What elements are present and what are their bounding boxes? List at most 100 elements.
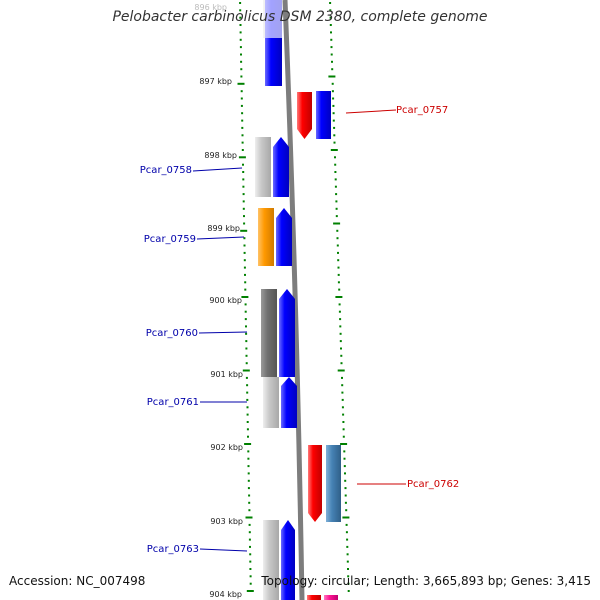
minor-tick <box>339 318 342 321</box>
gene-label-pcar-0759[interactable]: Pcar_0759 <box>144 234 196 245</box>
minor-tick <box>247 450 250 453</box>
minor-tick <box>337 273 340 276</box>
minor-tick <box>245 332 248 335</box>
gene-label-pcar-0760[interactable]: Pcar_0760 <box>146 328 198 339</box>
minor-tick <box>333 126 336 129</box>
minor-tick <box>342 421 345 423</box>
cds-feature-reverse <box>308 445 322 522</box>
cds-feature-forward <box>316 91 331 139</box>
major-tick <box>337 369 345 372</box>
minor-tick <box>342 413 345 416</box>
minor-tick <box>245 354 248 357</box>
kbp-label: 904 kbp <box>209 590 242 599</box>
major-tick <box>244 443 252 445</box>
minor-tick <box>338 303 341 306</box>
minor-tick <box>341 406 344 409</box>
minor-tick <box>241 141 244 144</box>
genome-summary: Topology: circular; Length: 3,665,893 bp… <box>261 574 591 588</box>
minor-tick <box>343 465 346 468</box>
minor-tick <box>244 310 247 313</box>
minor-tick <box>245 340 248 343</box>
kbp-label: 898 kbp <box>204 151 237 160</box>
minor-tick <box>248 501 251 504</box>
minor-tick <box>342 428 345 431</box>
minor-tick <box>344 494 347 497</box>
minor-tick <box>241 112 244 115</box>
minor-tick <box>330 53 333 56</box>
major-tick <box>328 75 336 78</box>
gene-leader-lines <box>192 109 406 552</box>
gene-labels: Pcar_0757 Pcar_0758 Pcar_0759 Pcar_0760 … <box>140 105 459 555</box>
kbp-label: 902 kbp <box>210 443 243 452</box>
cog-feature-dark-gray <box>261 289 277 377</box>
major-tick <box>246 590 254 592</box>
cds-overlay-light <box>265 0 282 38</box>
gene-label-pcar-0761[interactable]: Pcar_0761 <box>147 397 199 408</box>
minor-tick <box>246 413 249 416</box>
gene-label-pcar-0763[interactable]: Pcar_0763 <box>147 544 199 555</box>
kbp-label: 896 kbp <box>194 3 227 12</box>
minor-tick <box>239 38 242 41</box>
minor-tick <box>340 347 342 350</box>
kbp-labels: 896 kbp 897 kbp 898 kbp 899 kbp 900 kbp … <box>194 3 243 599</box>
separator: ; <box>365 574 374 588</box>
gene-label-pcar-0758[interactable]: Pcar_0758 <box>140 165 192 176</box>
gene-label-pcar-0757[interactable]: Pcar_0757 <box>396 105 448 116</box>
minor-tick <box>240 60 243 63</box>
minor-tick <box>331 68 334 71</box>
minor-tick <box>241 149 244 151</box>
major-tick <box>242 369 250 372</box>
cog-feature-pink <box>324 595 338 600</box>
minor-tick <box>347 575 350 578</box>
minor-tick <box>334 163 337 166</box>
minor-tick <box>239 31 242 34</box>
major-tick <box>340 443 348 445</box>
cds-feature-forward <box>273 137 289 197</box>
minor-tick <box>347 568 349 570</box>
minor-tick <box>248 509 251 512</box>
minor-tick <box>332 119 335 122</box>
minor-tick <box>337 281 340 284</box>
minor-tick <box>333 134 336 137</box>
topology-text: Topology: circular <box>261 574 366 588</box>
minor-tick <box>246 398 249 401</box>
kbp-label: 900 kbp <box>209 296 242 305</box>
minor-tick <box>239 46 242 49</box>
minor-tick <box>247 487 250 490</box>
minor-tick <box>243 266 246 269</box>
cds-feature-forward <box>279 289 295 377</box>
minor-tick <box>338 288 341 291</box>
major-tick <box>241 296 249 298</box>
minor-tick <box>239 9 242 12</box>
minor-tick <box>243 215 245 218</box>
minor-tick <box>347 582 350 585</box>
minor-tick <box>336 229 339 232</box>
minor-tick <box>331 90 334 93</box>
minor-tick <box>344 501 347 504</box>
minor-tick <box>346 560 349 563</box>
minor-tick <box>347 590 350 592</box>
cog-feature-light-gray <box>263 520 279 600</box>
minor-tick <box>239 16 242 19</box>
minor-tick <box>248 538 251 541</box>
minor-tick <box>249 545 251 548</box>
minor-tick <box>246 428 249 431</box>
major-tick <box>245 516 253 519</box>
minor-tick <box>243 244 246 247</box>
minor-tick <box>246 391 249 394</box>
gene-label-pcar-0762[interactable]: Pcar_0762 <box>407 479 459 490</box>
minor-tick <box>335 193 338 196</box>
minor-tick <box>245 325 247 328</box>
minor-tick <box>346 545 349 548</box>
minor-tick <box>244 318 247 321</box>
minor-tick <box>244 281 247 284</box>
tick-ruler-left <box>237 2 254 592</box>
minor-tick <box>334 156 336 159</box>
minor-tick <box>343 457 346 460</box>
minor-tick <box>241 126 244 129</box>
major-tick <box>342 516 350 519</box>
tick-ruler-right <box>328 2 350 592</box>
minor-tick <box>239 24 242 26</box>
minor-tick <box>248 531 251 534</box>
minor-tick <box>242 171 245 173</box>
